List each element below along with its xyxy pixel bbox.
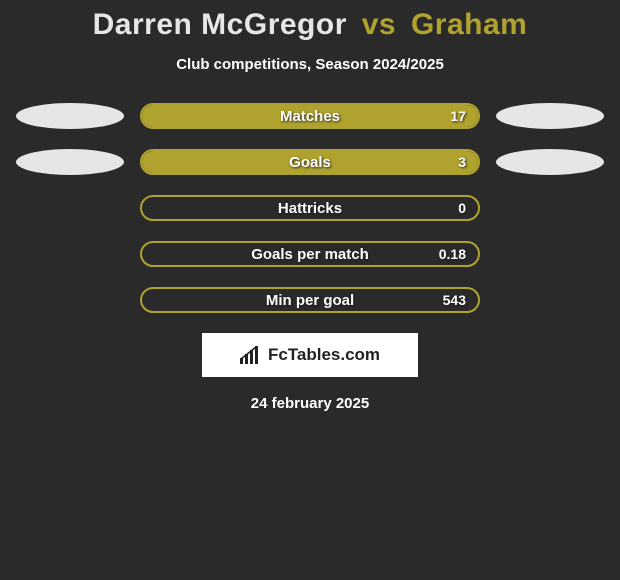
- stat-rows: Matches17 Goals3 Hattricks0 Goals per match…: [0, 103, 620, 313]
- stat-bar: Goals3: [140, 149, 480, 175]
- subtitle: Club competitions, Season 2024/2025: [0, 56, 620, 73]
- vs-separator: vs: [362, 8, 396, 41]
- stat-row: Goals3: [0, 149, 620, 175]
- right-ellipse: [496, 103, 604, 129]
- stat-value: 0: [458, 197, 466, 219]
- date-line: 24 february 2025: [0, 395, 620, 412]
- stat-row: Min per goal543: [0, 287, 620, 313]
- stat-label: Min per goal: [142, 289, 478, 311]
- right-ellipse: [496, 149, 604, 175]
- stat-label: Goals per match: [142, 243, 478, 265]
- stat-bar: Matches17: [140, 103, 480, 129]
- stat-value: 543: [443, 289, 466, 311]
- stat-label: Matches: [142, 105, 478, 127]
- comparison-card: Darren McGregor vs Graham Club competiti…: [0, 0, 620, 412]
- stat-row: Matches17: [0, 103, 620, 129]
- stat-row: Hattricks0: [0, 195, 620, 221]
- stat-bar: Min per goal543: [140, 287, 480, 313]
- brand-text: FcTables.com: [268, 345, 380, 365]
- stat-value: 17: [450, 105, 466, 127]
- stat-bar: Hattricks0: [140, 195, 480, 221]
- brand-badge[interactable]: FcTables.com: [202, 333, 418, 377]
- stat-row: Goals per match0.18: [0, 241, 620, 267]
- stat-label: Hattricks: [142, 197, 478, 219]
- stat-value: 0.18: [439, 243, 466, 265]
- stat-bar: Goals per match0.18: [140, 241, 480, 267]
- left-ellipse: [16, 103, 124, 129]
- player2-name: Graham: [411, 8, 527, 41]
- bars-icon: [240, 346, 262, 364]
- stat-value: 3: [458, 151, 466, 173]
- player1-name: Darren McGregor: [93, 8, 347, 41]
- stat-label: Goals: [142, 151, 478, 173]
- page-title: Darren McGregor vs Graham: [0, 8, 620, 42]
- left-ellipse: [16, 149, 124, 175]
